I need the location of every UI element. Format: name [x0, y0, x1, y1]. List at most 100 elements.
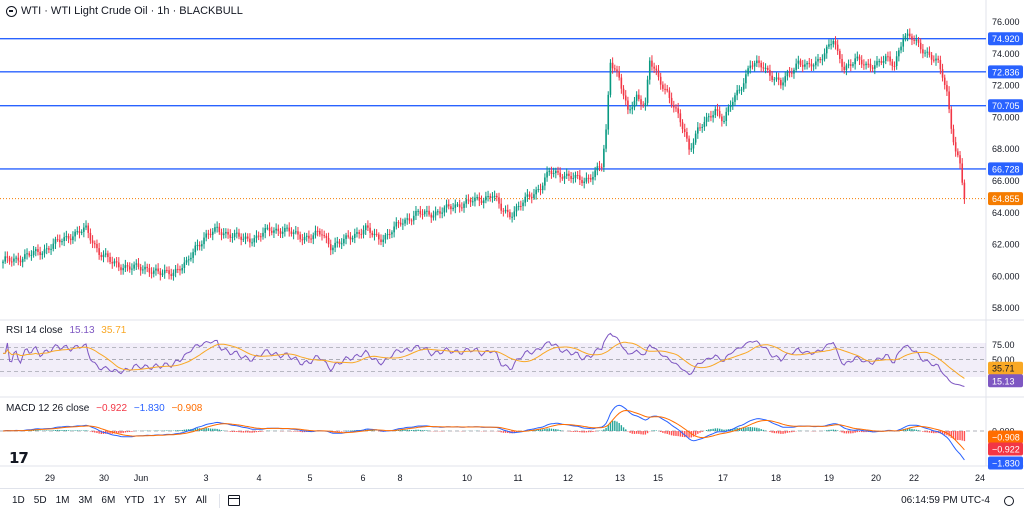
candle-body — [895, 56, 898, 67]
gear-icon[interactable] — [1004, 495, 1014, 506]
candle-body — [581, 179, 583, 184]
candle-body — [288, 227, 291, 232]
candle-body — [775, 77, 778, 80]
candle-body — [139, 267, 142, 271]
candle-body — [858, 56, 861, 60]
time-axis-label: 8 — [397, 473, 402, 483]
rsi-value-badge[interactable] — [988, 374, 1023, 388]
macd-axis-value-label: −0.908 — [992, 433, 1020, 443]
candle-body — [603, 148, 605, 168]
candle-body — [893, 66, 896, 68]
candle-body — [670, 97, 673, 105]
candle-body — [871, 67, 874, 69]
range-ytd-button[interactable]: YTD — [124, 495, 145, 506]
chart-header[interactable]: WTI · WTI Light Crude Oil · 1h · BLACKBU… — [6, 4, 243, 18]
range-3m-button[interactable]: 3M — [78, 495, 93, 506]
range-1y-button[interactable]: 1Y — [153, 495, 166, 506]
price-tick-label: 64.000 — [992, 208, 1020, 218]
macd-legend[interactable]: MACD 12 26 close −0.922 −1.830 −0.908 — [6, 403, 206, 414]
candle-body — [434, 211, 437, 216]
candle-body — [78, 231, 81, 234]
macd-axis-value-badge[interactable] — [988, 430, 1023, 444]
calendar-icon[interactable] — [227, 495, 240, 506]
price-level-badge[interactable] — [988, 99, 1023, 113]
tradingview-logo: 17 — [9, 449, 29, 467]
candle-body — [672, 104, 675, 108]
macd-axis-value-badge[interactable] — [988, 442, 1023, 456]
price-level-badge[interactable] — [988, 162, 1023, 176]
candle-body — [135, 263, 138, 265]
candle-body — [607, 94, 610, 130]
rsi-ma-badge[interactable] — [988, 361, 1023, 375]
macd-axis-value-badge[interactable] — [988, 456, 1023, 470]
macd-pane[interactable]: 0.000−0.908−0.922−1.830 — [0, 404, 1023, 470]
candle-body — [225, 231, 227, 234]
toolbar-separator — [218, 493, 220, 508]
globe-icon — [6, 5, 17, 17]
candle-body — [648, 60, 651, 80]
candle-body — [935, 58, 937, 61]
candle-body — [548, 170, 551, 172]
clock-readout[interactable]: 06:14:59 PM UTC-4 — [901, 495, 990, 506]
candle-body — [235, 232, 238, 234]
candle-body — [268, 227, 271, 231]
candle-body — [620, 77, 623, 89]
price-tick-label: 72.000 — [992, 81, 1020, 91]
candle-body — [786, 72, 789, 77]
range-all-button[interactable]: All — [195, 495, 207, 506]
candle-body — [716, 109, 719, 111]
candle-body — [900, 46, 902, 51]
candle-body — [229, 234, 232, 238]
candle-body — [327, 237, 330, 245]
rsi-legend[interactable]: RSI 14 close 15.13 35.71 — [6, 325, 130, 336]
price-tick-label: 60.000 — [992, 271, 1020, 281]
candle-body — [515, 206, 518, 212]
range-6m-button[interactable]: 6M — [101, 495, 116, 506]
candle-body — [795, 63, 797, 70]
candle-body — [196, 244, 199, 246]
candle-body — [928, 51, 931, 55]
candle-body — [144, 266, 146, 270]
candle-body — [681, 122, 684, 130]
candle-body — [574, 174, 577, 178]
range-1d-button[interactable]: 1D — [12, 495, 25, 506]
candle-body — [166, 269, 168, 271]
candle-body — [37, 249, 39, 252]
candle-body — [397, 222, 400, 224]
candle-body — [122, 268, 124, 271]
candle-body — [192, 252, 194, 258]
candle-body — [190, 257, 192, 260]
candle-body — [76, 231, 79, 233]
candle-body — [541, 185, 544, 191]
time-axis-label: 20 — [871, 473, 881, 483]
candle-body — [493, 195, 496, 197]
range-5d-button[interactable]: 5D — [33, 495, 47, 506]
candle-body — [437, 211, 439, 213]
candle-body — [310, 238, 312, 240]
candle-body — [432, 215, 435, 218]
candle-body — [891, 61, 894, 67]
candle-body — [410, 220, 413, 222]
range-1m-button[interactable]: 1M — [55, 495, 70, 506]
candle-body — [41, 253, 44, 256]
candle-body — [39, 251, 41, 256]
candle-body — [59, 239, 61, 243]
candle-body — [203, 237, 205, 245]
price-level-badge[interactable] — [988, 65, 1023, 79]
price-axis[interactable]: 76.000 74.000 72.000 70.000 68.000 66.000 64.0… — [992, 17, 1020, 313]
time-axis[interactable]: 29 30 Jun 3 4 5 6 8 10 11 12 13 15 17 18 19 20 22 24 — [45, 473, 985, 483]
trading-chart[interactable]: 76.000 74.000 72.000 70.000 68.000 66.000 64.0… — [0, 0, 1024, 488]
candle-body — [222, 233, 225, 236]
range-5y-button[interactable]: 5Y — [174, 495, 187, 506]
candle-body — [10, 261, 13, 263]
price-level-badge[interactable] — [988, 32, 1023, 46]
candle-body — [386, 234, 389, 236]
candle-body — [367, 225, 369, 228]
candle-body — [155, 268, 157, 271]
last-price-badge[interactable] — [988, 192, 1023, 206]
candle-body — [146, 266, 149, 268]
candle-body — [758, 60, 760, 63]
candle-body — [797, 60, 800, 64]
candle-body — [638, 94, 640, 100]
